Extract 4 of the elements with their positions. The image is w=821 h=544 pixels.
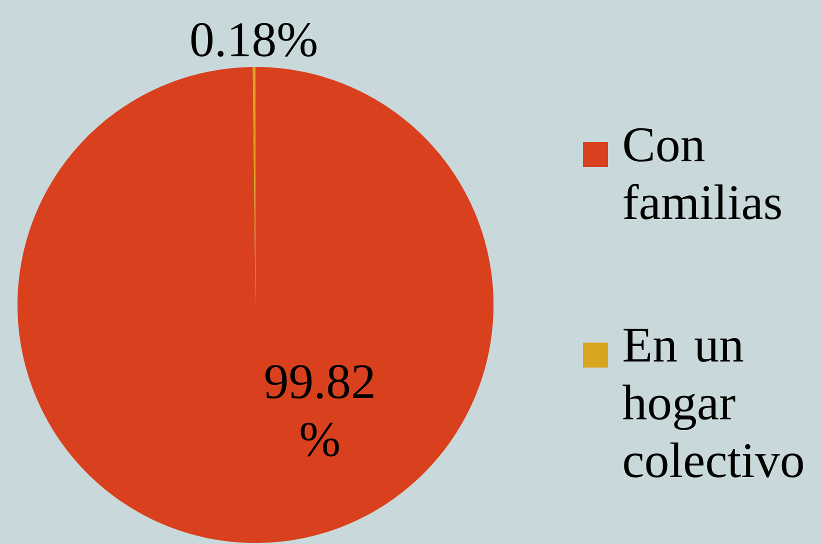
data-label: 0.18% — [191, 22, 316, 57]
legend-label: Con familias — [624, 128, 781, 220]
legend-label: En un hogar colectivo — [622, 328, 803, 478]
data-label: 99.82 % — [265, 364, 374, 456]
